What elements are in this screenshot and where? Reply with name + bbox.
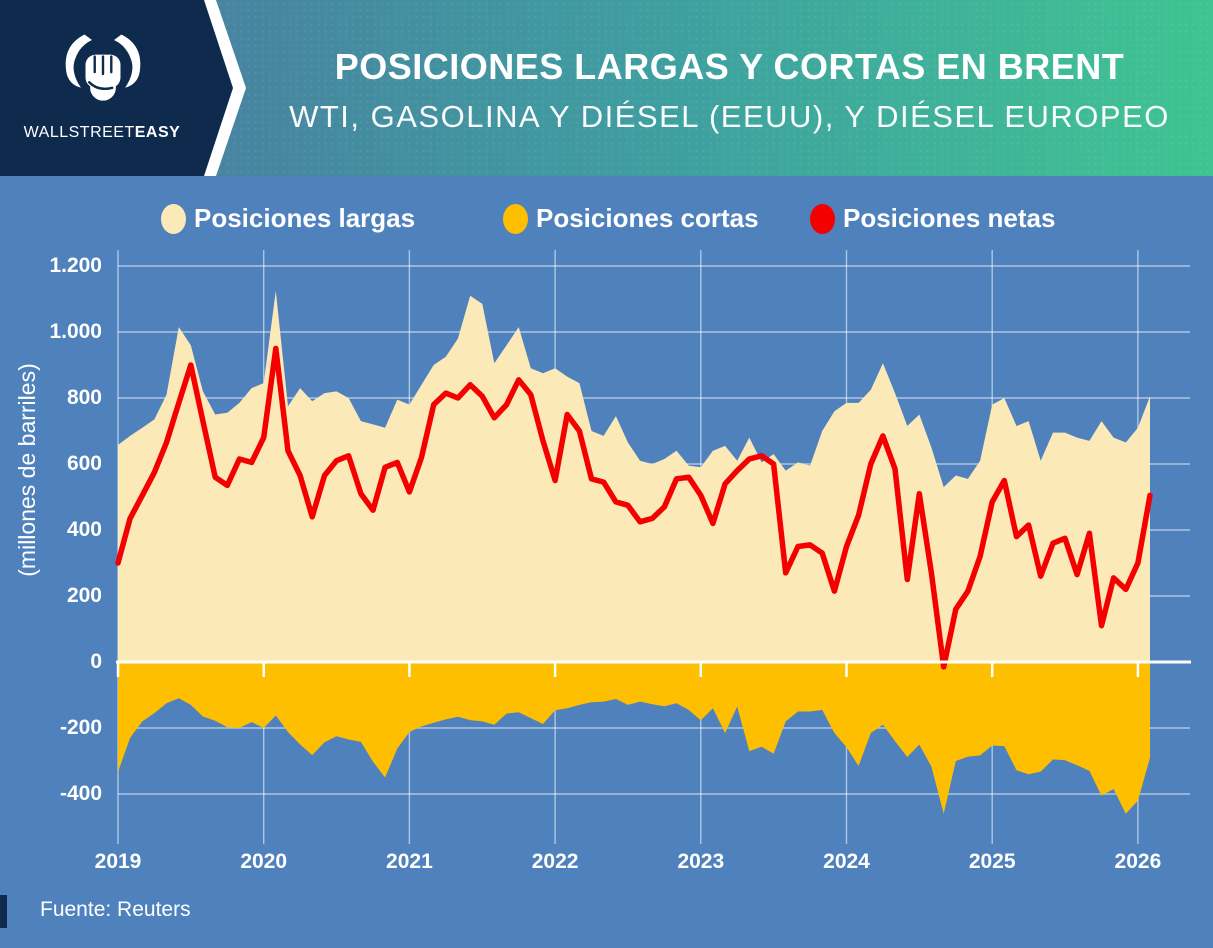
y-axis-label: -400 (59, 782, 102, 805)
x-axis-label: 2024 (823, 850, 870, 873)
y-axis-label: 1.200 (49, 254, 102, 277)
title-block: POSICIONES LARGAS Y CORTAS EN BRENT WTI,… (246, 0, 1213, 176)
legend-item: Posiciones largas (161, 203, 415, 234)
legend-label: Posiciones largas (194, 203, 416, 233)
chart-legend: Posiciones largas Posiciones cortas Posici… (0, 203, 1213, 243)
x-axis-label: 2025 (968, 850, 1016, 873)
x-axis-label: 2022 (531, 850, 579, 873)
x-axis-label: 2019 (94, 850, 142, 873)
bull-logo-icon (65, 34, 141, 101)
chart-plot (115, 250, 1191, 844)
source-accent-bar (0, 895, 7, 928)
logo (0, 0, 204, 176)
x-axis-label: 2023 (677, 850, 725, 873)
legend-dot-icon (810, 203, 835, 234)
y-axis-label: 1.000 (49, 320, 102, 343)
y-axis-label: 400 (66, 518, 102, 541)
brand-wordmark: WALLSTREETEASY (0, 124, 204, 142)
y-axis-label: 800 (66, 386, 102, 409)
source-label: Fuente: Reuters (40, 898, 191, 921)
legend-dot-icon (503, 203, 528, 234)
y-axis-label: 600 (66, 452, 102, 475)
brand-second: EASY (134, 124, 181, 141)
brand-first: WALLSTREET (23, 124, 135, 141)
y-axis-title: (millones de barriles) (14, 363, 40, 577)
header: WALLSTREETEASY POSICIONES LARGAS Y CORTA… (0, 0, 1213, 176)
y-axis-label: 200 (66, 584, 102, 607)
legend-item: Posiciones netas (810, 203, 1055, 234)
page-subtitle: WTI, GASOLINA Y DIÉSEL (EEUU), Y DIÉSEL … (289, 99, 1170, 135)
x-axis-label: 2021 (386, 850, 433, 873)
legend-label: Posiciones cortas (536, 203, 759, 233)
x-axis-label: 2026 (1114, 850, 1162, 873)
y-axis-label: 0 (90, 650, 102, 673)
logo-panel: WALLSTREETEASY (0, 0, 233, 176)
page-title: POSICIONES LARGAS Y CORTAS EN BRENT (334, 45, 1125, 87)
legend-dot-icon (161, 203, 186, 234)
x-axis-label: 2020 (240, 850, 288, 873)
legend-item: Posiciones cortas (503, 203, 759, 234)
legend-label: Posiciones netas (843, 203, 1056, 233)
y-axis-label: -200 (59, 716, 102, 739)
